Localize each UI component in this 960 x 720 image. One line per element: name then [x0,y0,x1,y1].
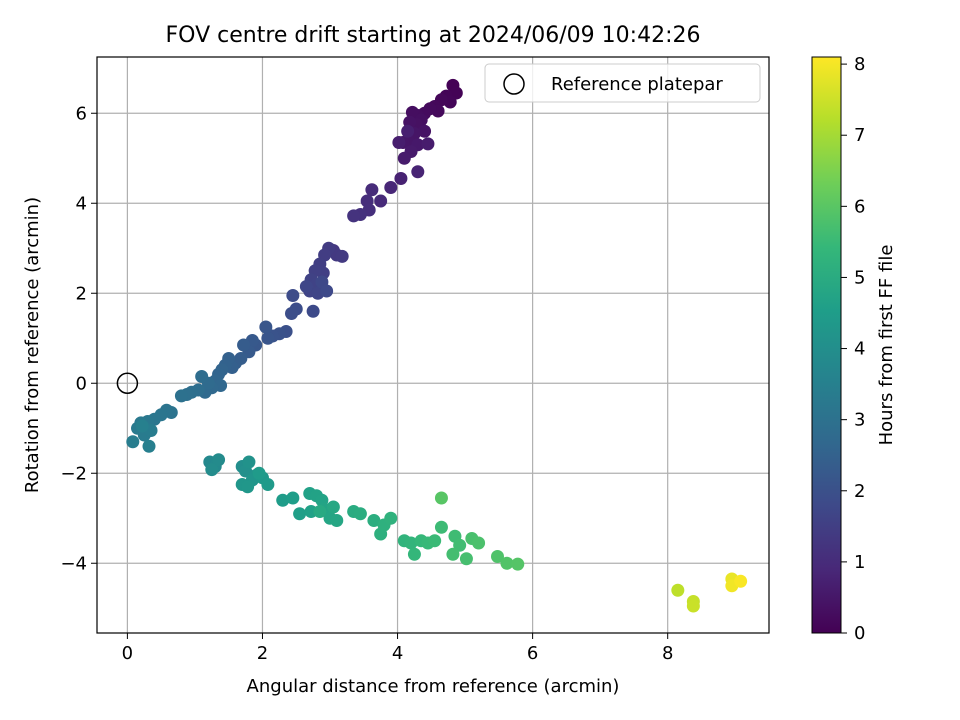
legend: Reference platepar [484,63,761,103]
data-point [142,439,156,453]
data-point [320,284,334,298]
colorbar-tick-label: 3 [854,410,865,431]
data-point [205,463,219,477]
data-point [401,124,415,138]
data-point [195,370,209,383]
y-axis-label: Rotation from reference (arcmin) [22,197,43,493]
data-point [734,574,748,588]
chart-title: FOV centre drift starting at 2024/06/09 … [166,23,701,48]
data-point [135,419,149,433]
data-point [286,491,300,505]
data-point [174,389,188,403]
y-tick-label: 4 [76,193,87,214]
data-point [252,466,266,480]
colorbar-gradient [811,56,842,634]
data-point [241,480,255,494]
colorbar-tick-label: 6 [854,196,865,217]
data-point [384,511,398,525]
legend-box [484,63,761,103]
data-point [306,304,320,318]
data-point [126,435,140,449]
data-point [404,536,418,550]
data-point [490,550,504,563]
data-points [116,78,748,613]
data-point [374,194,388,208]
x-axis: 0 2 4 6 8 [122,633,673,664]
colorbar-ticks: 0 1 2 3 4 5 6 7 8 [841,54,865,644]
data-point [285,307,299,320]
colorbar-tick-label: 5 [854,267,865,288]
data-point [259,320,273,334]
data-point [472,536,486,550]
data-point [326,500,340,514]
data-point [313,505,327,518]
y-tick-label: 6 [76,103,87,124]
colorbar-tick-label: 7 [854,125,865,146]
colorbar-tick-label: 2 [854,481,865,502]
colorbar-tick-label: 0 [854,623,865,644]
colorbar: 0 1 2 3 4 5 6 7 8 Hours from first FF file [811,54,897,644]
y-tick-label: 0 [76,373,87,394]
x-tick-label: 6 [527,643,538,664]
colorbar-tick-label: 8 [854,54,865,75]
data-point [446,547,460,561]
data-point [367,514,381,527]
data-point [212,453,226,467]
data-point [299,280,313,293]
y-axis: −4 −2 0 2 4 6 [60,103,97,574]
plot-frame [96,56,770,634]
data-point [428,534,442,548]
data-point [405,105,419,119]
data-point [686,599,700,613]
y-tick-label: −2 [60,463,87,484]
data-point [293,507,307,521]
data-point [384,181,398,194]
data-point [421,137,435,151]
data-point [261,478,275,491]
data-point [286,289,300,302]
data-point [411,165,425,179]
data-point [434,491,448,505]
data-point [407,547,421,561]
reference-platepar-marker [116,372,139,394]
data-point [330,514,344,527]
data-point [459,552,473,566]
x-tick-label: 2 [257,643,268,664]
data-point [500,556,514,570]
data-point [276,493,290,507]
data-point [347,209,361,223]
x-tick-label: 4 [392,643,403,664]
data-point [511,557,525,571]
data-point [418,124,432,138]
data-point [434,520,448,534]
data-point [671,583,685,597]
data-point [365,183,379,197]
legend-label: Reference platepar [551,74,723,95]
colorbar-tick-label: 4 [854,339,865,360]
data-point [335,249,349,263]
data-point [392,136,406,149]
data-point [397,151,411,165]
data-point [261,331,275,345]
colorbar-tick-label: 1 [854,552,865,573]
legend-marker-icon [503,73,525,95]
y-tick-label: −4 [60,553,87,574]
x-tick-label: 0 [122,643,133,664]
y-tick-label: 2 [76,283,87,304]
data-point [242,455,256,469]
data-point [453,538,467,552]
colorbar-label: Hours from first FF file [876,245,897,446]
data-point [353,507,367,521]
x-axis-label: Angular distance from reference (arcmin) [247,676,620,697]
data-point [237,338,251,352]
x-tick-label: 8 [662,643,673,664]
data-point [394,172,408,185]
